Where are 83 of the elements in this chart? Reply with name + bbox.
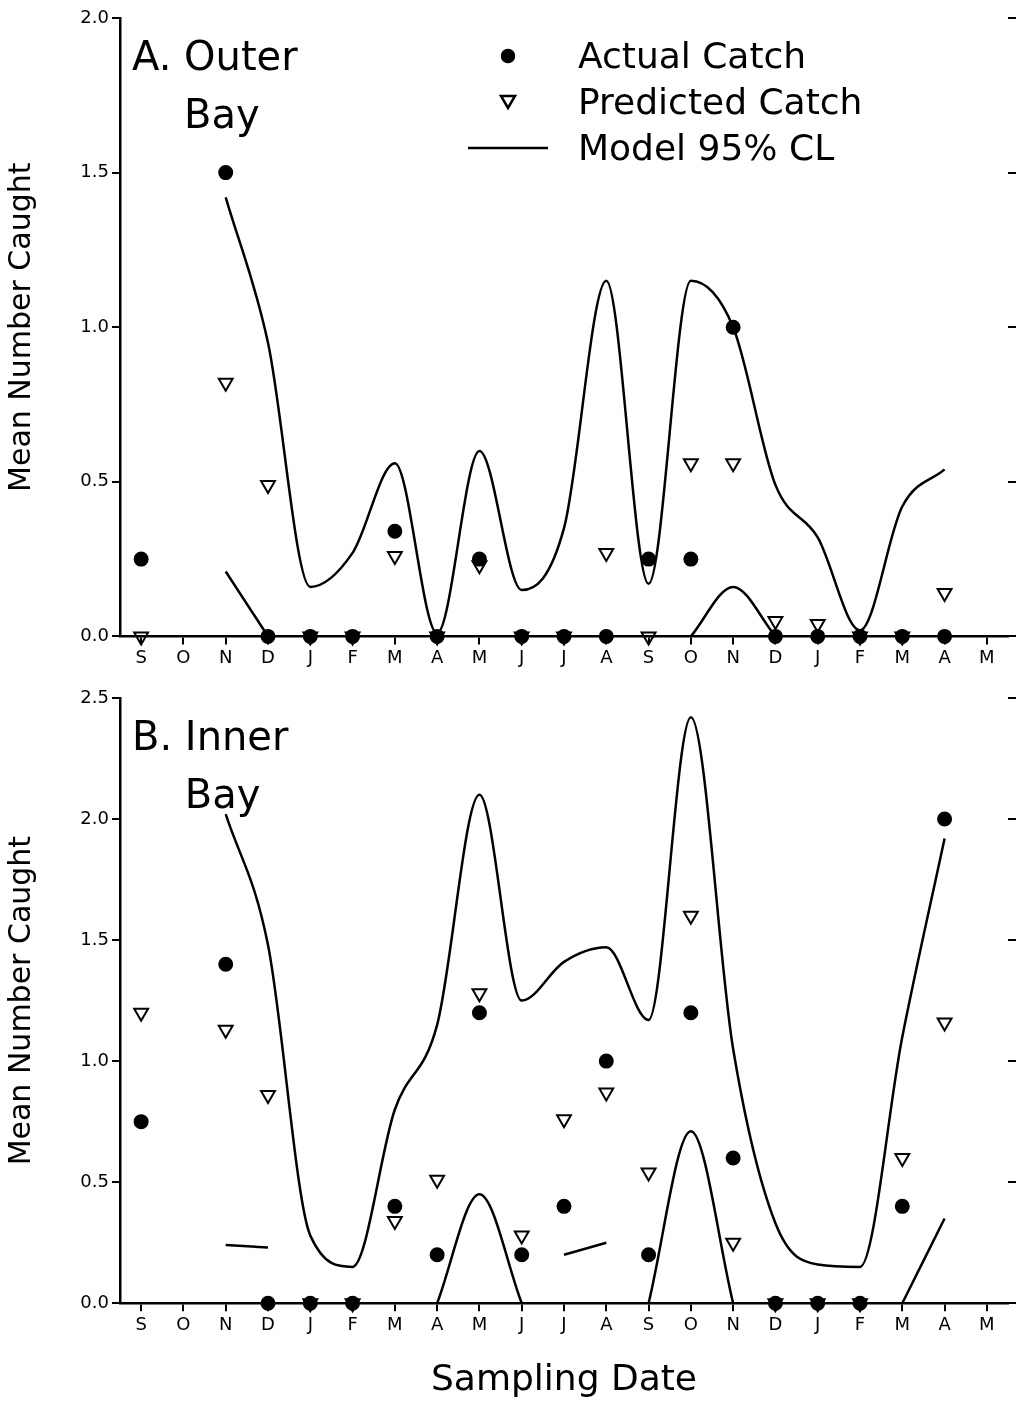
x-tick-label: A bbox=[430, 1312, 444, 1334]
x-tick-label: F bbox=[347, 1312, 358, 1334]
point bbox=[767, 628, 783, 644]
x-tick-label: J bbox=[518, 645, 525, 667]
point bbox=[133, 631, 150, 646]
x-tick-label: A bbox=[600, 1312, 614, 1334]
x-tick-label: M bbox=[979, 645, 995, 667]
y-tick-label: 1.0 bbox=[80, 314, 109, 336]
x-tick-label: M bbox=[471, 1312, 488, 1334]
y-tick-label: 1.5 bbox=[80, 927, 109, 949]
point bbox=[682, 458, 699, 473]
point bbox=[640, 631, 657, 646]
y-tick-label: 1.0 bbox=[80, 1048, 109, 1070]
x-tick-label: D bbox=[261, 1312, 275, 1334]
y-tick-label: 0.0 bbox=[80, 624, 109, 646]
x-tick-label: O bbox=[683, 1312, 698, 1334]
legend-label: Actual Catch bbox=[578, 35, 807, 76]
legend-label: Predicted Catch bbox=[578, 81, 863, 122]
point bbox=[260, 628, 276, 644]
text: A. Outer Bay bbox=[132, 33, 299, 137]
x-tick-label: M bbox=[387, 645, 403, 667]
y-tick-label: 0.5 bbox=[80, 469, 109, 491]
point bbox=[683, 551, 699, 567]
x-tick-label: M bbox=[894, 1312, 911, 1334]
y-axis-title: Mean Number Caught bbox=[1, 162, 37, 492]
point bbox=[767, 615, 784, 630]
x-tick-label: A bbox=[600, 645, 614, 667]
x-tick-label: A bbox=[938, 645, 952, 667]
x-tick-label: S bbox=[642, 1312, 655, 1334]
point bbox=[725, 319, 741, 335]
x-tick-label: O bbox=[176, 645, 191, 667]
point bbox=[641, 551, 657, 567]
point bbox=[936, 588, 953, 603]
y-tick-label: 2.0 bbox=[80, 806, 109, 828]
point bbox=[937, 628, 953, 644]
x-axis-title: Sampling Date bbox=[431, 1356, 697, 1398]
point bbox=[725, 458, 742, 473]
x-tick-label: M bbox=[471, 645, 488, 667]
point bbox=[598, 628, 614, 644]
x-tick-label: O bbox=[176, 1312, 191, 1334]
x-tick-label: A bbox=[430, 645, 444, 667]
point bbox=[386, 551, 403, 566]
x-tick-label: F bbox=[854, 1312, 866, 1334]
point bbox=[217, 377, 234, 392]
x-tick-label: J bbox=[814, 1312, 821, 1334]
x-tick-label: N bbox=[218, 1312, 233, 1334]
point bbox=[810, 628, 826, 644]
x-tick-label: S bbox=[642, 645, 655, 667]
y-axis-title: Mean Number Caught bbox=[1, 835, 37, 1166]
legend-label: Model 95% CL bbox=[578, 127, 835, 168]
x-tick-label: J bbox=[306, 645, 313, 667]
point bbox=[218, 165, 234, 181]
point bbox=[471, 560, 488, 575]
x-tick-label: J bbox=[306, 1312, 313, 1334]
y-tick-label: 1.5 bbox=[80, 160, 109, 182]
x-tick-label: J bbox=[560, 645, 567, 667]
x-tick-label: M bbox=[979, 1312, 995, 1334]
x-tick-label: S bbox=[135, 1312, 147, 1334]
x-tick-label: J bbox=[518, 1312, 525, 1334]
x-tick-label: O bbox=[683, 645, 698, 667]
x-tick-label: D bbox=[768, 1312, 783, 1334]
x-tick-label: D bbox=[261, 645, 275, 667]
x-tick-label: N bbox=[218, 645, 233, 667]
y-tick-label: 0.0 bbox=[80, 1290, 109, 1312]
y-tick-label: 2.0 bbox=[80, 5, 109, 27]
x-tick-label: M bbox=[894, 645, 911, 667]
point bbox=[598, 547, 615, 562]
x-tick-label: F bbox=[854, 645, 866, 667]
point bbox=[133, 551, 149, 567]
point bbox=[260, 479, 276, 494]
x-tick-label: S bbox=[135, 645, 147, 667]
x-tick-label: F bbox=[347, 645, 358, 667]
y-tick-label: 0.5 bbox=[80, 1169, 109, 1191]
text: B. Inner Bay bbox=[132, 713, 289, 817]
point bbox=[387, 523, 403, 539]
x-tick-label: N bbox=[726, 645, 740, 667]
x-tick-label: D bbox=[768, 645, 783, 667]
x-tick-label: A bbox=[938, 1312, 952, 1334]
y-tick-label: 2.5 bbox=[80, 685, 109, 707]
x-tick-label: M bbox=[387, 1312, 403, 1334]
x-tick-label: N bbox=[726, 1312, 740, 1334]
x-tick-label: J bbox=[560, 1312, 567, 1334]
x-tick-label: J bbox=[814, 645, 821, 667]
